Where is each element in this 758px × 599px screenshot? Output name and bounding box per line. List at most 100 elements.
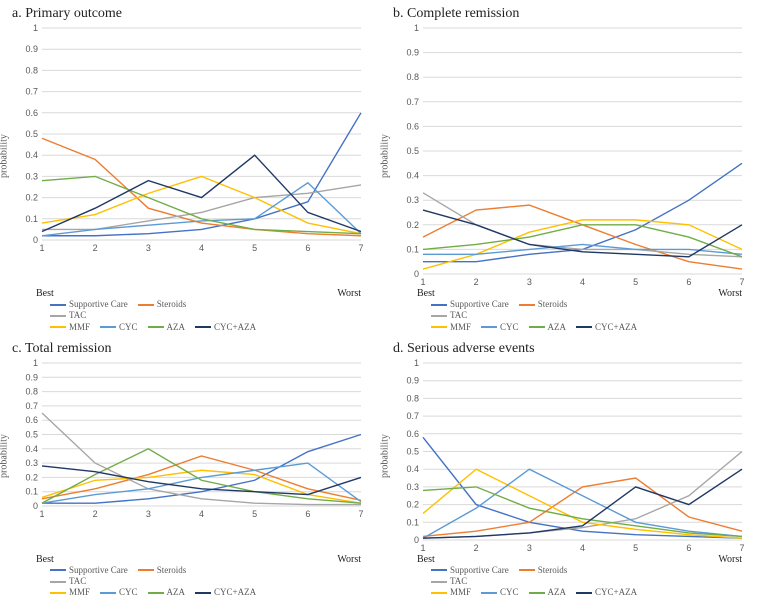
panel-a-title: a. Primary outcome — [12, 6, 367, 22]
legend-swatch — [50, 326, 66, 328]
panel-a: a. Primary outcome probability 00.10.20.… — [10, 6, 367, 333]
legend-swatch — [138, 569, 154, 571]
series-MMF — [42, 176, 361, 233]
svg-text:0.7: 0.7 — [406, 411, 419, 421]
legend-label: Supportive Care — [450, 565, 509, 576]
svg-text:2: 2 — [474, 543, 479, 553]
panel-b-chart: probability 00.10.20.30.40.50.60.70.80.9… — [391, 24, 748, 288]
panel-b-ylabel: probability — [380, 134, 391, 178]
legend-label: TAC — [450, 310, 467, 321]
svg-text:1: 1 — [39, 509, 44, 519]
svg-text:1: 1 — [33, 359, 38, 368]
svg-text:3: 3 — [146, 243, 151, 253]
legend-item-AZA: AZA — [529, 587, 567, 598]
svg-text:4: 4 — [199, 243, 204, 253]
legend-item-MMF: MMF — [431, 322, 471, 333]
legend-label: CYC+AZA — [595, 587, 637, 598]
panel-d-ylabel: probability — [380, 434, 391, 478]
panel-d-endlabels: Best Worst — [391, 554, 748, 565]
panel-d-chart: probability 00.10.20.30.40.50.60.70.80.9… — [391, 359, 748, 554]
legend-item-Steroids: Steroids — [519, 565, 568, 576]
legend-label: CYC+AZA — [214, 322, 256, 333]
legend-swatch — [519, 304, 535, 306]
svg-text:0.7: 0.7 — [406, 97, 419, 107]
panel-b-title: b. Complete remission — [393, 6, 748, 22]
svg-text:0: 0 — [414, 535, 419, 545]
svg-text:0.2: 0.2 — [25, 472, 38, 482]
svg-text:1: 1 — [33, 24, 38, 33]
legend-swatch — [431, 569, 447, 571]
svg-text:6: 6 — [305, 509, 310, 519]
svg-text:0.4: 0.4 — [406, 171, 419, 181]
chart-svg: 00.10.20.30.40.50.60.70.80.911234567 — [10, 359, 367, 520]
legend-swatch — [138, 304, 154, 306]
chart-svg: 00.10.20.30.40.50.60.70.80.911234567 — [391, 24, 748, 288]
legend-swatch — [529, 326, 545, 328]
panel-d-legend: Supportive CareSteroidsTACMMFCYCAZACYC+A… — [391, 565, 731, 599]
panel-d-worst-label: Worst — [718, 554, 742, 565]
legend-item-SupportiveCare: Supportive Care — [431, 565, 509, 576]
svg-text:0.6: 0.6 — [25, 108, 38, 118]
legend-label: AZA — [167, 587, 186, 598]
series-TAC — [42, 413, 361, 505]
legend-label: MMF — [69, 322, 90, 333]
legend-item-MMF: MMF — [431, 587, 471, 598]
legend-item-Steroids: Steroids — [138, 565, 187, 576]
svg-text:0.5: 0.5 — [406, 446, 419, 456]
svg-text:0.3: 0.3 — [25, 171, 38, 181]
svg-text:5: 5 — [252, 509, 257, 519]
legend-label: Supportive Care — [69, 565, 128, 576]
legend-swatch — [50, 569, 66, 571]
panel-b: b. Complete remission probability 00.10.… — [391, 6, 748, 333]
legend-swatch — [195, 326, 211, 328]
svg-text:7: 7 — [358, 243, 363, 253]
svg-text:5: 5 — [252, 243, 257, 253]
panel-d-best-label: Best — [417, 554, 435, 565]
legend-label: Supportive Care — [69, 299, 128, 310]
legend-item-CYC_AZA: CYC+AZA — [195, 587, 256, 598]
legend-label: CYC+AZA — [595, 322, 637, 333]
panel-c: c. Total remission probability 00.10.20.… — [10, 341, 367, 599]
legend-swatch — [50, 315, 66, 317]
legend-label: MMF — [450, 587, 471, 598]
legend-item-Steroids: Steroids — [519, 299, 568, 310]
chart-svg: 00.10.20.30.40.50.60.70.80.911234567 — [391, 359, 748, 554]
legend-swatch — [148, 326, 164, 328]
svg-text:0: 0 — [33, 501, 38, 511]
legend-label: Steroids — [538, 299, 568, 310]
legend-label: TAC — [69, 576, 86, 587]
legend-item-CYC_AZA: CYC+AZA — [576, 322, 637, 333]
panel-d-title: d. Serious adverse events — [393, 341, 748, 357]
legend-label: CYC — [500, 587, 519, 598]
svg-text:0.3: 0.3 — [406, 482, 419, 492]
legend-label: CYC — [119, 322, 138, 333]
svg-text:0.4: 0.4 — [406, 464, 419, 474]
legend-swatch — [431, 304, 447, 306]
legend-label: CYC — [119, 587, 138, 598]
svg-text:6: 6 — [686, 543, 691, 553]
svg-text:0.1: 0.1 — [25, 486, 38, 496]
svg-text:1: 1 — [414, 359, 419, 368]
svg-text:0.5: 0.5 — [25, 429, 38, 439]
svg-text:0.3: 0.3 — [25, 458, 38, 468]
svg-text:0.2: 0.2 — [25, 193, 38, 203]
svg-text:1: 1 — [414, 24, 419, 33]
legend-swatch — [576, 592, 592, 594]
legend-item-TAC: TAC — [50, 310, 86, 321]
svg-text:0.8: 0.8 — [406, 72, 419, 82]
svg-text:0.4: 0.4 — [25, 444, 38, 454]
svg-text:0: 0 — [414, 269, 419, 279]
legend-swatch — [50, 304, 66, 306]
panel-grid: a. Primary outcome probability 0 0.1 0.2 0.… — [10, 6, 748, 531]
legend-label: MMF — [450, 322, 471, 333]
legend-swatch — [481, 592, 497, 594]
legend-item-CYC: CYC — [481, 587, 519, 598]
legend-swatch — [50, 581, 66, 583]
panel-c-title: c. Total remission — [12, 341, 367, 357]
legend-label: Supportive Care — [450, 299, 509, 310]
legend-label: Steroids — [157, 565, 187, 576]
svg-text:0.1: 0.1 — [406, 244, 419, 254]
svg-text:0.7: 0.7 — [25, 87, 38, 97]
legend-label: AZA — [167, 322, 186, 333]
panel-c-endlabels: Best Worst — [10, 554, 367, 565]
